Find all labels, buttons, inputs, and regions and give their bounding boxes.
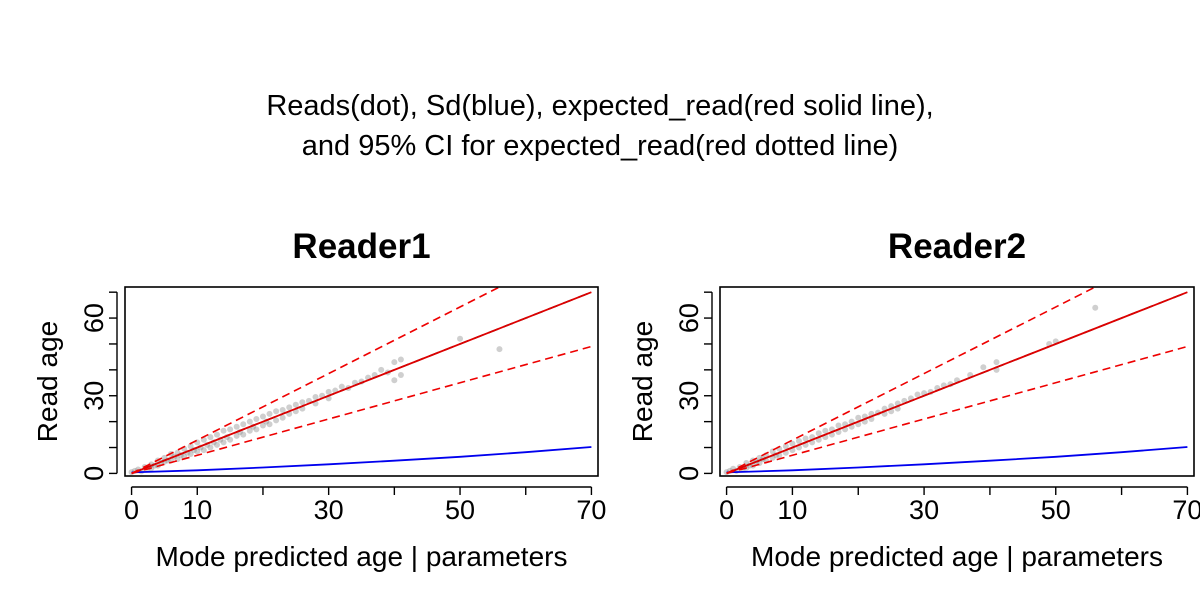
- x-tick-label: 0: [719, 495, 734, 525]
- panel-reader2: 0 10 30 50 70 0 30 60 Reader2 Mode predicted age …: [627, 227, 1200, 572]
- read-point: [227, 436, 234, 443]
- figure-title-line-1: Reads(dot), Sd(blue), expected_read(red …: [266, 90, 934, 122]
- plot-frame: [719, 286, 1195, 477]
- read-point: [194, 448, 201, 455]
- ci-line: [131, 345, 592, 475]
- x-axis-label: Mode predicted age | parameters: [751, 541, 1163, 572]
- plot-area: [723, 287, 1188, 476]
- panel-title: Reader1: [292, 227, 430, 266]
- read-point: [822, 427, 829, 434]
- read-point: [496, 346, 503, 353]
- x-tick-label: 0: [124, 495, 139, 525]
- x-tick-label: 30: [314, 495, 344, 525]
- read-point: [782, 443, 789, 450]
- read-point: [1092, 304, 1099, 311]
- read-point: [240, 431, 247, 438]
- panel-reader1: 0 10 30 50 70 0 30 60 Reader1 Mode predicted age …: [32, 227, 606, 572]
- read-point: [213, 431, 220, 438]
- read-point: [207, 434, 214, 441]
- x-tick-label: 30: [909, 495, 939, 525]
- read-point: [279, 406, 286, 413]
- read-point: [227, 426, 234, 433]
- read-point: [391, 359, 398, 366]
- read-point: [338, 383, 345, 390]
- reads-points: [723, 304, 1099, 476]
- y-tick-label: 0: [79, 466, 109, 481]
- read-point: [279, 414, 286, 421]
- read-point: [914, 391, 921, 398]
- read-point: [253, 426, 260, 433]
- expected-read-line: [726, 291, 1188, 475]
- read-point: [200, 447, 207, 454]
- plot-area: [128, 287, 592, 476]
- figure-title: Reads(dot), Sd(blue), expected_read(red …: [0, 86, 1200, 166]
- read-point: [187, 443, 194, 450]
- y-tick-label: 30: [674, 381, 704, 411]
- read-point: [240, 421, 247, 428]
- x-tick-label: 10: [182, 495, 212, 525]
- read-point: [815, 430, 822, 437]
- read-point: [207, 444, 214, 451]
- read-point: [855, 414, 862, 421]
- read-point: [292, 401, 299, 408]
- read-point: [993, 359, 1000, 366]
- read-point: [802, 435, 809, 442]
- expected-read-line: [131, 291, 592, 475]
- read-point: [233, 432, 240, 439]
- x-tick-label: 50: [445, 495, 475, 525]
- read-point: [246, 418, 253, 425]
- read-point: [312, 394, 319, 401]
- ci-line: [131, 287, 500, 475]
- read-point: [220, 439, 227, 446]
- read-point: [273, 417, 280, 424]
- x-tick-label: 70: [576, 495, 606, 525]
- read-point: [457, 335, 464, 342]
- read-point: [796, 438, 802, 445]
- panel-title: Reader2: [888, 227, 1026, 266]
- x-tick-label: 70: [1172, 495, 1200, 525]
- x-tick-label: 50: [1041, 495, 1071, 525]
- ci-line: [726, 345, 1188, 475]
- read-point: [273, 408, 280, 415]
- y-tick-label: 60: [674, 303, 704, 333]
- y-tick-label: 0: [674, 466, 704, 481]
- plot-frame: [124, 286, 599, 477]
- read-point: [397, 356, 404, 363]
- read-point: [213, 441, 220, 448]
- y-tick-label: 60: [79, 303, 109, 333]
- read-point: [220, 427, 227, 434]
- read-point: [378, 366, 385, 373]
- figure-title-line-2: and 95% CI for expected_read(red dotted …: [301, 130, 899, 162]
- read-point: [266, 421, 273, 428]
- read-point: [391, 377, 398, 384]
- read-point: [233, 423, 240, 430]
- read-point: [259, 422, 266, 429]
- read-point: [286, 404, 293, 411]
- read-point: [266, 410, 273, 417]
- read-point: [246, 427, 253, 434]
- y-axis-label: Read age: [627, 321, 658, 442]
- x-axis-label: Mode predicted age | parameters: [156, 541, 568, 572]
- y-axis-label: Read age: [32, 321, 63, 442]
- read-point: [980, 364, 987, 371]
- ci-line: [726, 287, 1096, 475]
- y-tick-label: 30: [79, 381, 109, 411]
- read-point: [299, 399, 306, 406]
- read-point: [194, 439, 201, 446]
- sd-line: [726, 446, 1188, 474]
- x-tick-label: 10: [777, 495, 807, 525]
- read-point: [397, 372, 404, 379]
- read-point: [789, 440, 796, 447]
- reads-points: [128, 335, 503, 476]
- read-point: [187, 450, 194, 457]
- read-point: [325, 388, 332, 395]
- read-point: [253, 416, 260, 423]
- read-point: [835, 422, 842, 429]
- read-point: [259, 413, 266, 420]
- sd-line: [131, 446, 592, 474]
